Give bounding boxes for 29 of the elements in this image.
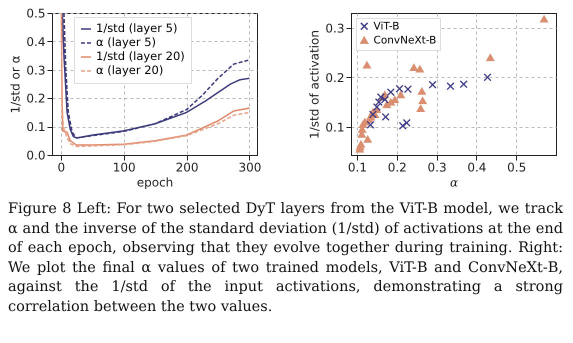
y-axis-title: 1/std of activation xyxy=(307,30,322,139)
y-tick-label: 0.1 xyxy=(26,120,46,134)
x-axis-title: α xyxy=(450,176,458,190)
x-tick-label: 300 xyxy=(238,160,262,174)
x-axis-title: epoch xyxy=(136,176,174,190)
y-tick-label: 0.4 xyxy=(26,34,46,49)
legend-label: 1/std (layer 5) xyxy=(96,21,178,35)
y-tick-label: 0.5 xyxy=(26,6,46,20)
x-tick-label: 0.2 xyxy=(388,160,407,174)
x-tick-label: 200 xyxy=(176,160,199,174)
x-tick-label: 0 xyxy=(57,160,66,174)
legend-label: α (layer 5) xyxy=(96,35,156,49)
y-axis-title: 1/std or α xyxy=(8,55,22,114)
y-tick-label: 0.2 xyxy=(325,70,344,85)
y-tick-label: 0.3 xyxy=(26,63,46,78)
x-tick-label: 0.4 xyxy=(467,160,486,174)
legend-label: ConvNeXt-B xyxy=(374,34,436,46)
y-tick-label: 0.1 xyxy=(325,120,344,134)
x-tick-label: 100 xyxy=(112,160,136,174)
legend-label: α (layer 20) xyxy=(96,63,164,77)
x-tick-label: 0.1 xyxy=(348,160,368,174)
y-tick-label: 0.0 xyxy=(26,148,46,162)
caption: Figure 8 Left: For two selected DyT layers from the ViT-B model, we track α and the inverse of the standard deviation (1/std) of activations at the end of each epoch, observing that they evolve together during training. Right: We plot the final α values of two trained models, ViT-B and ConvNeXt-B, against the 1/std of the input activations, demonstrating a strong correlation between the two values. xyxy=(8,200,563,316)
x-tick-label: 0.3 xyxy=(428,160,447,174)
legend-label: 1/std (layer 20) xyxy=(96,49,185,63)
y-tick-label: 0.3 xyxy=(325,21,344,36)
y-tick-label: 0.2 xyxy=(26,92,46,106)
legend-label: ViT-B xyxy=(374,20,400,32)
x-tick-label: 0.5 xyxy=(507,160,526,174)
